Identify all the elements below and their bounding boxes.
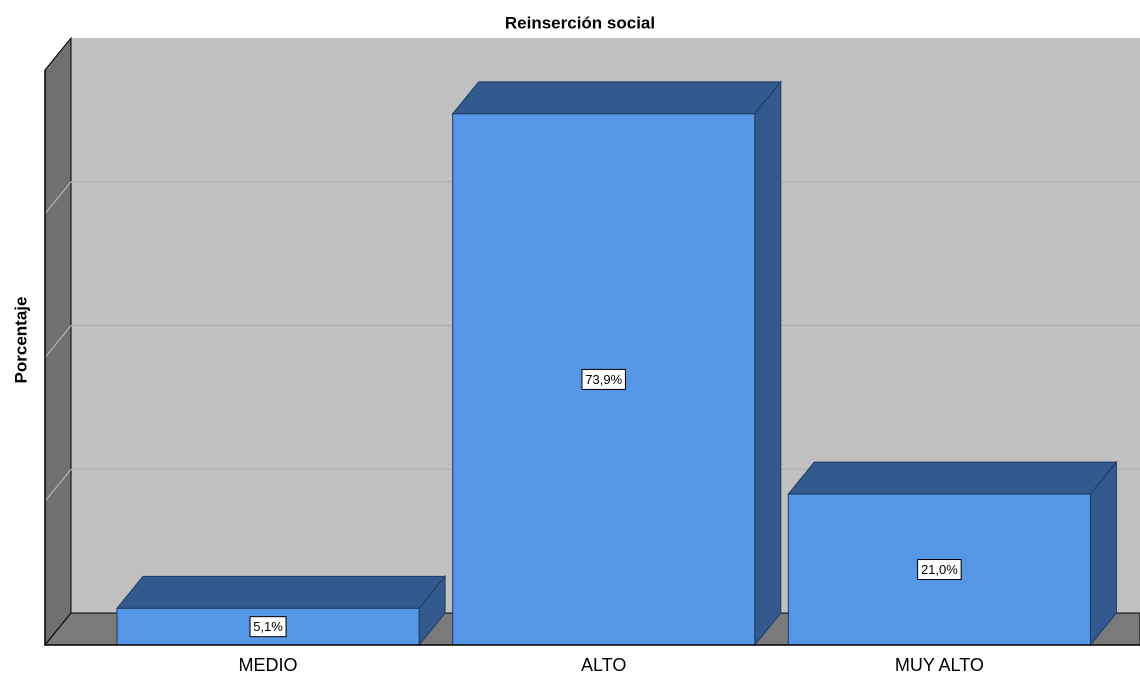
value-label-box <box>249 616 287 638</box>
x-tick-label: MEDIO <box>239 655 298 675</box>
value-label: 21,0% <box>921 562 958 577</box>
value-label-box <box>917 559 962 581</box>
bar <box>787 460 1118 647</box>
wall-grid-line <box>44 181 72 215</box>
wall-grid-line <box>44 468 72 502</box>
bar-side <box>754 80 782 647</box>
bar-top <box>451 81 782 115</box>
wall-grid-line <box>44 325 72 358</box>
value-label: 5,1% <box>253 619 283 634</box>
bar-top <box>115 575 447 609</box>
bar-side <box>1089 460 1117 647</box>
value-label: 73,9% <box>585 372 622 387</box>
value-label-box <box>581 368 626 390</box>
bar-top <box>787 461 1118 495</box>
x-tick-label: MUY ALTO <box>895 655 984 675</box>
bar <box>451 80 782 647</box>
chart-title: Reinserción social <box>505 13 655 32</box>
y-axis-label: Porcentaje <box>11 297 30 384</box>
x-tick-label: ALTO <box>581 655 626 675</box>
